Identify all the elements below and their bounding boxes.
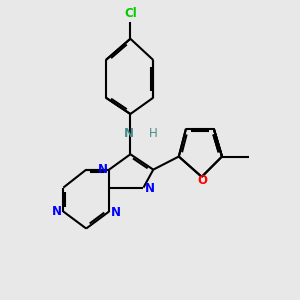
Text: O: O bbox=[198, 174, 208, 187]
Text: N: N bbox=[52, 205, 62, 218]
Text: N: N bbox=[98, 163, 108, 176]
Text: H: H bbox=[149, 127, 158, 140]
Text: N: N bbox=[145, 182, 155, 195]
Text: N: N bbox=[124, 127, 134, 140]
Text: Cl: Cl bbox=[124, 7, 137, 20]
Text: N: N bbox=[111, 206, 121, 219]
